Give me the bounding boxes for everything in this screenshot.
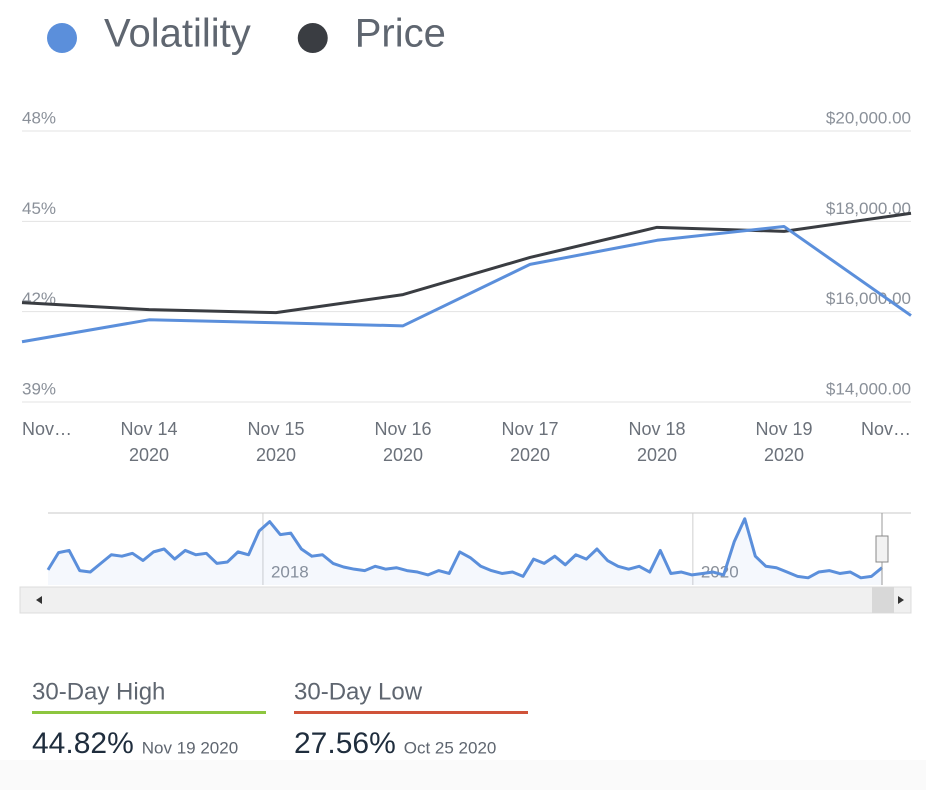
x-tick-label: Nov 14 (120, 419, 177, 439)
scrollbar-thumb[interactable] (872, 587, 894, 613)
scrollbar[interactable] (19, 586, 912, 614)
x-tick-year: 2020 (256, 445, 296, 465)
series-line (21, 224, 912, 344)
stat-label: 30-Day Low (294, 678, 423, 705)
x-tick-label: Nov 17 (501, 419, 558, 439)
y-tick-label: 39% (22, 379, 56, 398)
navigator-line (46, 517, 883, 580)
x-tick-year: 2020 (129, 445, 169, 465)
footer-bg (0, 760, 926, 790)
series-line (21, 211, 912, 315)
stat-value: 44.82% (32, 727, 134, 760)
y2-tick-label: $20,000.00 (826, 108, 911, 127)
stat-value: 27.56% (294, 727, 396, 760)
stat-underline (32, 711, 266, 714)
x-tick-label: Nov 19 (755, 419, 812, 439)
legend-label: Volatility (104, 12, 251, 56)
stat-date: Nov 19 2020 (142, 738, 238, 757)
legend-marker (297, 23, 328, 53)
stat-underline (294, 711, 528, 714)
y-tick-label: 48% (22, 108, 56, 127)
y2-tick-label: $16,000.00 (826, 289, 911, 308)
x-tick-label: Nov… (861, 419, 911, 439)
x-tick-year: 2020 (383, 445, 423, 465)
x-tick-label: Nov 15 (247, 419, 304, 439)
y2-tick-label: $18,000.00 (826, 199, 911, 218)
y-tick-label: 45% (22, 199, 56, 218)
navigator-frame (19, 512, 912, 614)
navigator-tick-label: 2018 (271, 562, 309, 581)
legend-marker (47, 23, 77, 53)
scroll-right[interactable] (898, 596, 904, 604)
x-tick-year: 2020 (637, 445, 677, 465)
scroll-left[interactable] (36, 596, 42, 604)
y2-tick-label: $14,000.00 (826, 379, 911, 398)
x-tick-label: Nov… (22, 419, 72, 439)
x-tick-label: Nov 16 (374, 419, 431, 439)
x-tick-year: 2020 (764, 445, 804, 465)
x-tick-label: Nov 18 (628, 419, 685, 439)
navigator-area (48, 518, 882, 585)
legend-label: Price (355, 12, 446, 56)
x-tick-year: 2020 (510, 445, 550, 465)
navigator-handle[interactable] (875, 535, 889, 563)
navigator-tick-label: 2020 (701, 562, 739, 581)
stat-date: Oct 25 2020 (404, 738, 497, 757)
stat-label: 30-Day High (32, 678, 165, 705)
